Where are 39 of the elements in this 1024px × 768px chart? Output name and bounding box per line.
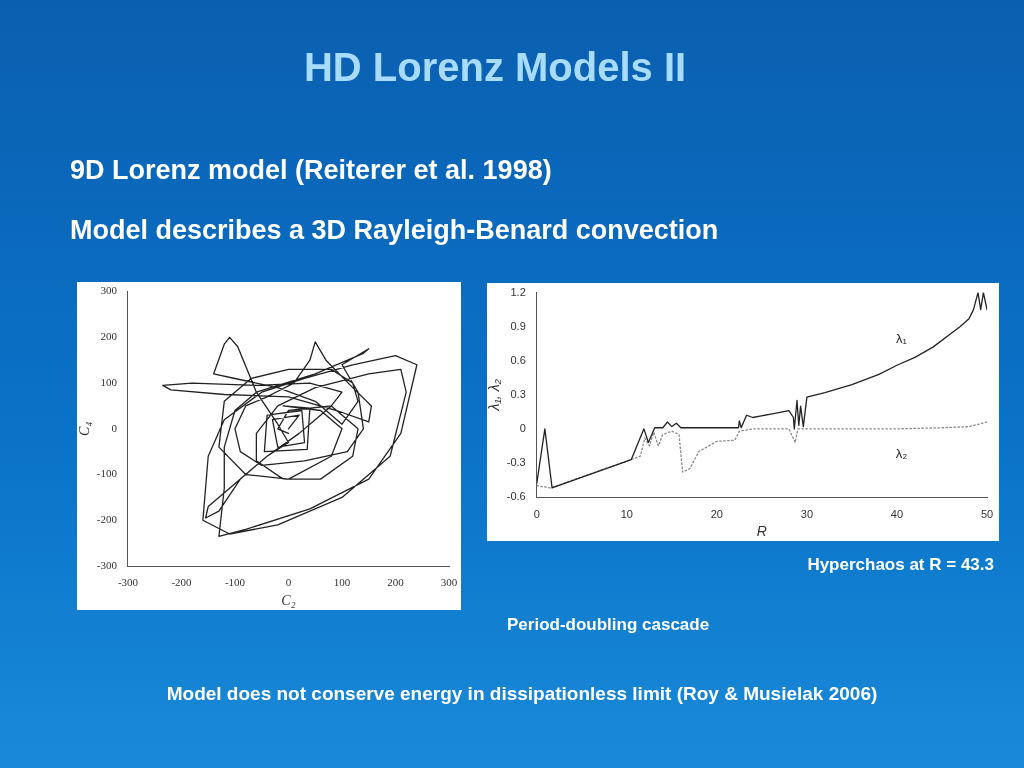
series-label: λ₂ bbox=[895, 446, 908, 462]
x-tick-label: 0 bbox=[285, 576, 292, 589]
text: 9D Lorenz model (Reiterer et al. 1998) bbox=[70, 155, 552, 186]
text: Model does not conserve energy in dissipationless limit (Roy & Musielak 2006) bbox=[165, 683, 879, 705]
y-tick-label: -100 bbox=[96, 467, 118, 480]
y-tick-label: 300 bbox=[100, 284, 118, 297]
x-axis-title: R bbox=[756, 523, 767, 540]
y-tick-label: 1.2 bbox=[510, 285, 526, 298]
y-axis-title: λ₁, λ₂ bbox=[486, 378, 503, 412]
text: Model describes a 3D Rayleigh-Benard convection bbox=[70, 215, 719, 246]
x-tick-label: 10 bbox=[620, 507, 633, 520]
text: Period-doubling cascade bbox=[507, 615, 710, 635]
y-tick-label: 0.6 bbox=[510, 353, 526, 366]
y-tick-label: 0.3 bbox=[510, 387, 526, 400]
x-tick-label: 30 bbox=[800, 507, 814, 520]
y-tick-label: -0.6 bbox=[506, 490, 526, 503]
text: HD Lorenz Models II bbox=[302, 45, 688, 90]
x-tick-label: -200 bbox=[171, 576, 193, 589]
x-tick-label: 20 bbox=[710, 507, 723, 520]
x-tick-label: 0 bbox=[533, 507, 540, 520]
x-tick-label: 50 bbox=[980, 507, 994, 520]
series-label: λ₁ bbox=[896, 330, 908, 346]
y-tick-label: 0.9 bbox=[510, 319, 526, 332]
text: Hyperchaos at R = 43.3 bbox=[806, 555, 994, 575]
y-tick-label: 0 bbox=[111, 421, 118, 434]
x-tick-label: -300 bbox=[117, 576, 139, 589]
x-tick-label: 40 bbox=[890, 507, 904, 520]
y-axis-title: C₄ bbox=[77, 421, 93, 436]
x-tick-label: 200 bbox=[387, 576, 405, 589]
y-tick-label: -300 bbox=[96, 558, 118, 571]
y-tick-label: 200 bbox=[100, 330, 118, 343]
x-tick-label: 300 bbox=[440, 576, 458, 589]
x-axis-title: C₂ bbox=[281, 593, 296, 609]
y-tick-label: 0 bbox=[519, 421, 526, 434]
x-tick-label: -100 bbox=[224, 576, 246, 589]
line-series bbox=[536, 421, 987, 489]
y-tick-label: 100 bbox=[100, 375, 118, 388]
y-tick-label: -0.3 bbox=[506, 455, 526, 468]
x-tick-label: 100 bbox=[333, 576, 351, 589]
